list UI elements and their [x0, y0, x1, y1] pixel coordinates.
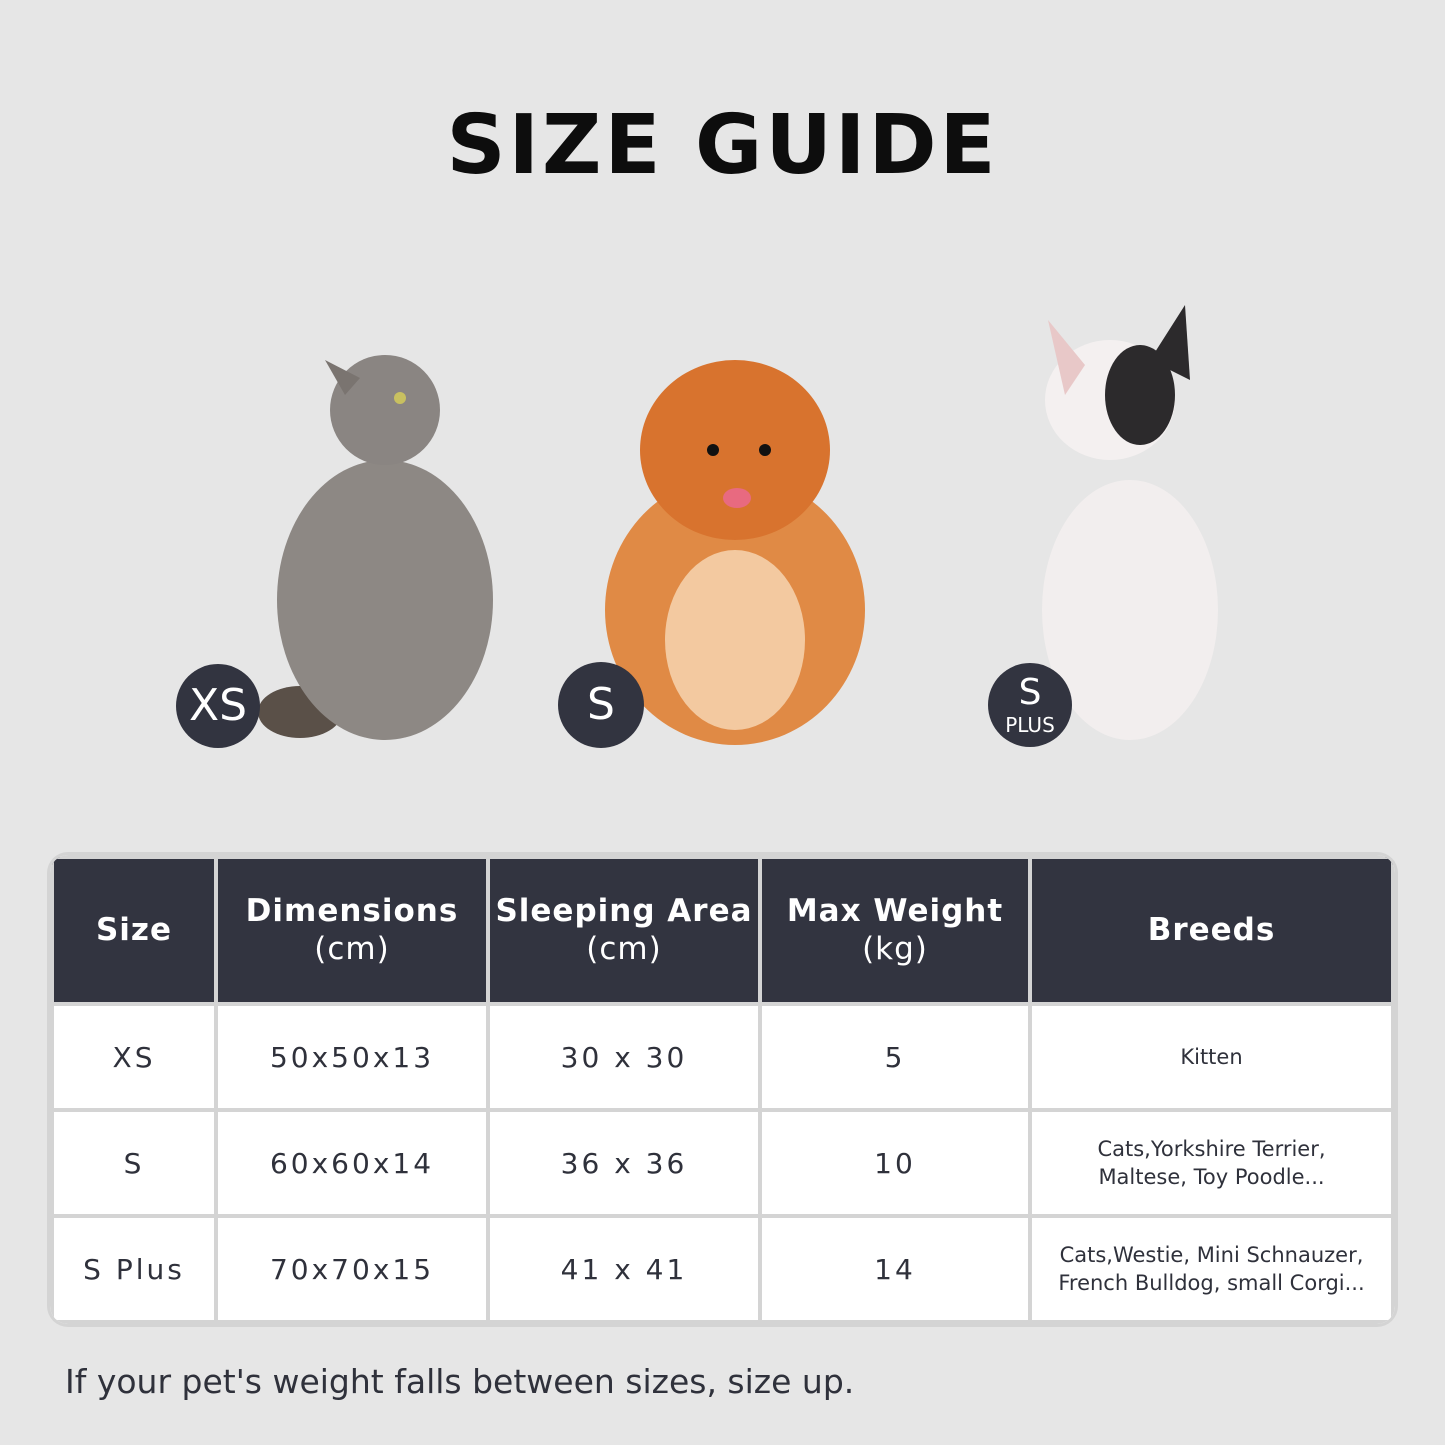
table-row: XS 50x50x13 30 x 30 5 Kitten	[50, 1002, 1395, 1112]
cell-sleeping-area: 41 x 41	[486, 1214, 762, 1324]
cell-dimensions: 70x70x15	[214, 1214, 490, 1324]
size-table: Size Dimensions (cm) Sleeping Area (cm) Ma…	[50, 855, 1395, 1324]
table-row: S 60x60x14 36 x 36 10 Cats,Yorkshire Ter…	[50, 1108, 1395, 1218]
cell-size: XS	[50, 1002, 218, 1112]
size-badge-xs: XS	[176, 664, 260, 748]
pets-illustration	[258, 305, 1218, 745]
cell-dimensions: 60x60x14	[214, 1108, 490, 1218]
table-row: S Plus 70x70x15 41 x 41 14 Cats,Westie, …	[50, 1214, 1395, 1324]
header-sleeping-area: Sleeping Area (cm)	[486, 855, 762, 1006]
table-header-row: Size Dimensions (cm) Sleeping Area (cm) Ma…	[50, 855, 1395, 1006]
header-size: Size	[50, 855, 218, 1006]
cell-dimensions: 50x50x13	[214, 1002, 490, 1112]
cell-max-weight: 14	[758, 1214, 1032, 1324]
badge-label: XS	[188, 680, 248, 731]
cell-size: S	[50, 1108, 218, 1218]
header-breeds: Breeds	[1028, 855, 1395, 1006]
cell-sleeping-area: 30 x 30	[486, 1002, 762, 1112]
page-title: SIZE GUIDE	[446, 98, 999, 193]
badge-label: S	[1018, 672, 1042, 713]
cell-max-weight: 10	[758, 1108, 1032, 1218]
cat-image	[258, 355, 493, 740]
size-badge-s: S	[558, 662, 644, 748]
cell-breeds: Kitten	[1028, 1002, 1395, 1112]
cell-sleeping-area: 36 x 36	[486, 1108, 762, 1218]
pomeranian-image	[605, 360, 865, 745]
header-dimensions: Dimensions (cm)	[214, 855, 490, 1006]
cell-size: S Plus	[50, 1214, 218, 1324]
badge-sublabel: PLUS	[1005, 713, 1055, 737]
badge-label: S	[587, 679, 615, 730]
header-max-weight: Max Weight (kg)	[758, 855, 1032, 1006]
size-badge-s-plus: S PLUS	[988, 663, 1072, 747]
cell-max-weight: 5	[758, 1002, 1032, 1112]
cell-breeds: Cats,Yorkshire Terrier, Maltese, Toy Pood…	[1028, 1108, 1395, 1218]
sizing-note: If your pet's weight falls between sizes…	[65, 1362, 855, 1401]
cell-breeds: Cats,Westie, Mini Schnauzer, French Bulld…	[1028, 1214, 1395, 1324]
french-bulldog-image	[1042, 305, 1218, 740]
